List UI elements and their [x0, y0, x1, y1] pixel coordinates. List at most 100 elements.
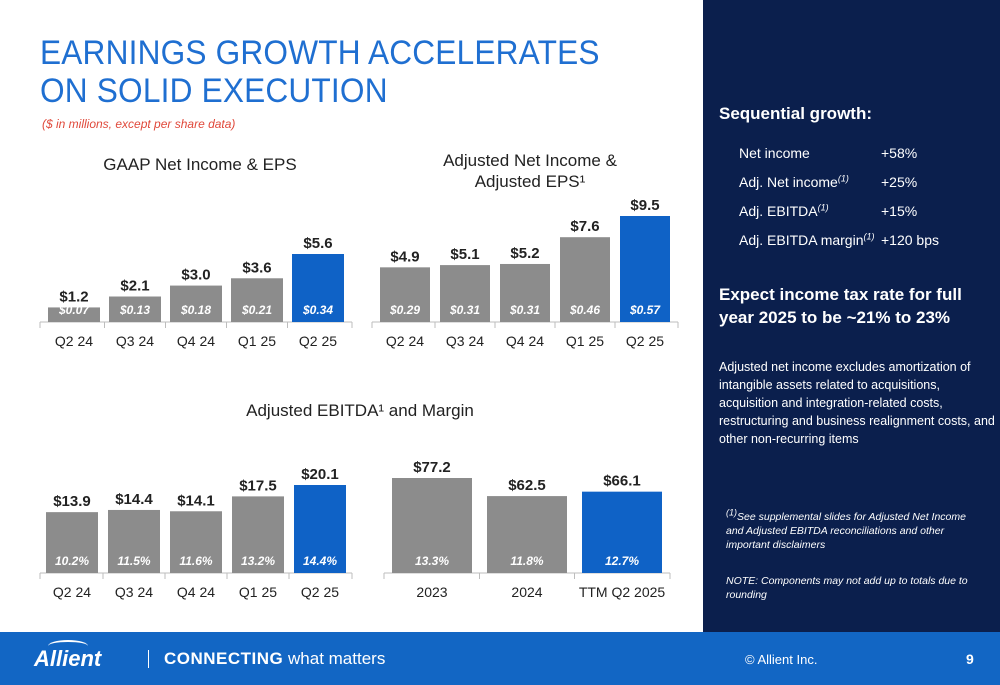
- x-tick-label: Q2 25: [626, 333, 664, 349]
- growth-value-net-income: +58%: [881, 145, 918, 161]
- growth-label-adj-ebitda: Adj. EBITDA(1): [739, 202, 829, 219]
- page-title: EARNINGS GROWTH ACCELERATES ON SOLID EXE…: [40, 34, 600, 110]
- chart-title-adjusted: Adjusted Net Income & Adjusted EPS¹: [443, 151, 617, 191]
- bar-value-label: $62.5: [508, 477, 546, 494]
- bar-value-label: $2.1: [120, 278, 149, 295]
- x-tick-label: Q2 24: [55, 333, 93, 349]
- bar-value-label: $14.4: [115, 491, 153, 508]
- bar-value-label: $9.5: [630, 197, 659, 214]
- footnote-1: (1)See supplemental slides for Adjusted …: [726, 507, 966, 551]
- chart-bar: [392, 478, 472, 573]
- bar-value-label: $13.9: [53, 493, 91, 510]
- chart-bar: [487, 496, 567, 573]
- chart-bar: [560, 237, 610, 322]
- bar-inner-label: $0.13: [119, 303, 150, 317]
- bar-value-label: $3.0: [181, 267, 210, 284]
- x-tick-label: TTM Q2 2025: [579, 584, 666, 600]
- chart-title-ebitda: Adjusted EBITDA¹ and Margin: [246, 401, 474, 420]
- chart-bar: [582, 491, 662, 573]
- logo-arc-icon: [48, 640, 88, 652]
- chart-bar: [620, 216, 670, 322]
- bar-value-label: $14.1: [177, 492, 215, 509]
- bar-inner-label: $0.46: [569, 303, 600, 317]
- chart-bar: [292, 254, 344, 322]
- growth-label-net-income: Net income: [739, 145, 810, 161]
- bar-inner-label: $0.18: [180, 303, 211, 317]
- bar-inner-label: $0.31: [509, 303, 540, 317]
- chart-bar: [108, 509, 160, 573]
- adjusted-ebitda-quarterly-chart: $13.9 10.2% Q2 24 $14.4 11.5% Q3 24 $14.1 11.6%…: [39, 466, 353, 600]
- chart-bar: [48, 307, 100, 322]
- bar-inner-label: $0.07: [58, 303, 90, 317]
- bar-inner-label: $0.57: [629, 303, 661, 317]
- x-tick-label: Q4 24: [506, 333, 544, 349]
- bar-inner-label: $0.21: [241, 303, 272, 317]
- tax-rate-heading: Expect income tax rate for full year 202…: [719, 285, 962, 327]
- bar-value-label: $66.1: [603, 473, 641, 490]
- growth-value-adj-net-income: +25%: [881, 174, 918, 190]
- growth-value-adj-ebitda: +15%: [881, 203, 918, 219]
- page-number: 9: [966, 651, 974, 667]
- footer-tagline: CONNECTING what matters: [164, 649, 386, 668]
- bar-value-label: $1.2: [59, 288, 88, 305]
- adjusted-ebitda-annual-chart: $77.2 13.3% 2023 $62.5 11.8% 2024 $66.1 12.7% TT…: [383, 459, 671, 600]
- bar-value-label: $5.6: [303, 235, 332, 252]
- chart-bar: [232, 496, 284, 573]
- bar-inner-label: 11.8%: [510, 554, 543, 568]
- adjusted-net-income-note: Adjusted net income excludes amortizatio…: [719, 360, 995, 446]
- footer-bar: Allient CONNECTING what matters © Allien…: [0, 632, 1000, 685]
- sequential-growth-heading: Sequential growth:: [719, 104, 872, 123]
- bar-inner-label: 13.2%: [241, 554, 275, 568]
- bar-value-label: $5.2: [510, 245, 539, 262]
- x-tick-label: Q2 24: [386, 333, 424, 349]
- x-tick-label: Q2 24: [53, 584, 91, 600]
- x-tick-label: Q3 24: [116, 333, 154, 349]
- x-tick-label: 2023: [416, 584, 447, 600]
- bar-inner-label: 11.6%: [179, 554, 212, 568]
- x-tick-label: Q1 25: [566, 333, 604, 349]
- bar-inner-label: 12.7%: [605, 554, 639, 568]
- x-tick-label: Q4 24: [177, 584, 215, 600]
- x-tick-label: Q4 24: [177, 333, 215, 349]
- bar-value-label: $4.9: [390, 248, 419, 265]
- chart-bar: [294, 485, 346, 573]
- sidebar-panel: Sequential growth: Net income +58% Adj. …: [703, 0, 1000, 632]
- x-tick-label: Q1 25: [238, 333, 276, 349]
- chart-bar: [170, 511, 222, 573]
- bar-inner-label: 13.3%: [415, 554, 449, 568]
- bar-inner-label: 14.4%: [303, 554, 337, 568]
- company-logo: Allient: [34, 646, 102, 671]
- x-tick-label: Q3 24: [446, 333, 484, 349]
- footer-divider: [148, 650, 149, 668]
- bar-value-label: $7.6: [570, 218, 599, 235]
- chart-bar: [46, 512, 98, 573]
- adjusted-net-income-chart: $4.9 $0.29 Q2 24 $5.1 $0.31 Q3 24 $5.2 $0.31 Q4 …: [371, 197, 679, 349]
- growth-label-adj-net-income: Adj. Net income(1): [739, 173, 849, 190]
- chart-bar: [380, 267, 430, 322]
- chart-bar: [231, 278, 283, 322]
- chart-bar: [170, 285, 222, 322]
- x-tick-label: Q2 25: [299, 333, 337, 349]
- x-tick-label: 2024: [511, 584, 542, 600]
- rounding-note: NOTE: Components may not add up to total…: [726, 575, 968, 601]
- bar-inner-label: $0.29: [389, 303, 420, 317]
- chart-bar: [500, 263, 550, 322]
- bar-value-label: $77.2: [413, 459, 451, 476]
- growth-label-adj-ebitda-margin: Adj. EBITDA margin(1): [739, 231, 875, 248]
- chart-title-gaap: GAAP Net Income & EPS: [103, 155, 297, 174]
- growth-value-adj-ebitda-margin: +120 bps: [881, 232, 939, 248]
- bar-value-label: $5.1: [450, 246, 479, 263]
- bar-inner-label: $0.34: [302, 303, 333, 317]
- page-subtitle: ($ in millions, except per share data): [42, 117, 236, 131]
- bar-value-label: $3.6: [242, 259, 271, 276]
- chart-bar: [109, 296, 161, 322]
- footer-copyright: © Allient Inc.: [745, 652, 818, 667]
- gaap-net-income-chart: $1.2$0.07 Q2 24 $2.1 $0.13 Q3 24 $3.0 $0.18 Q4 …: [39, 235, 353, 349]
- bar-inner-label: 10.2%: [55, 554, 89, 568]
- bar-inner-label: 11.5%: [117, 554, 150, 568]
- x-tick-label: Q3 24: [115, 584, 153, 600]
- chart-bar: [440, 265, 490, 322]
- x-tick-label: Q1 25: [239, 584, 277, 600]
- x-tick-label: Q2 25: [301, 584, 339, 600]
- bar-value-label: $17.5: [239, 477, 277, 494]
